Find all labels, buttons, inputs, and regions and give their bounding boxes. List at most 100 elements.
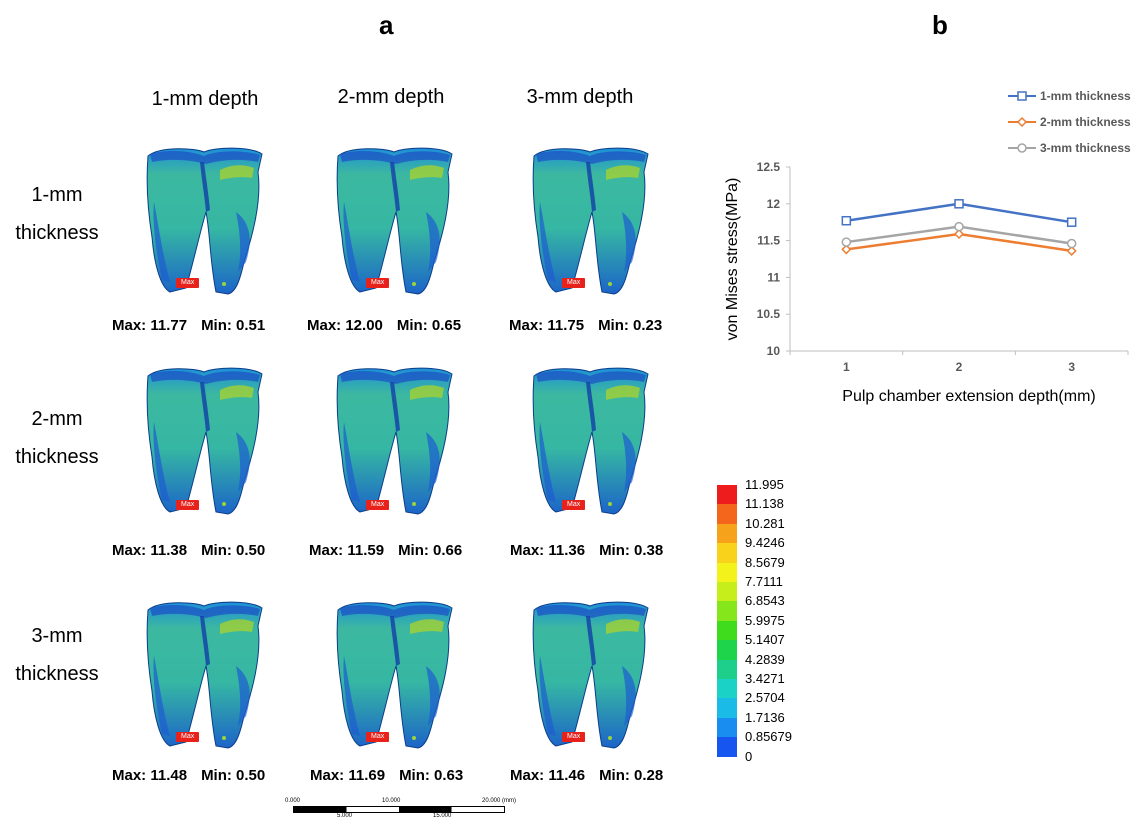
min-value: Min: 0.28 xyxy=(599,767,664,784)
color-scale-entry: 9.4246 xyxy=(717,535,837,563)
scale-tick-label: 5.000 xyxy=(337,813,353,819)
color-scale-label: 10.281 xyxy=(745,515,785,531)
column-header-3mm-depth: 3-mm depth xyxy=(526,86,634,108)
legend-marker xyxy=(1016,116,1028,128)
color-scale-label: 3.4271 xyxy=(745,671,785,686)
color-scale-entry: 5.9975 xyxy=(717,613,837,641)
scale-tick-label: 10.000 xyxy=(382,798,401,804)
max-value: Max: 11.75 xyxy=(509,317,585,334)
column-header-1mm-depth: 1-mm depth xyxy=(151,88,259,110)
legend-marker xyxy=(1017,143,1027,153)
min-value: Min: 0.50 xyxy=(201,542,266,559)
legend-label: 2-mm thickness xyxy=(1040,115,1131,129)
max-value: Max: 11.59 xyxy=(309,542,385,559)
legend-label: 3-mm thickness xyxy=(1040,141,1131,155)
column-header-2mm-depth: 2-mm depth xyxy=(337,86,445,108)
y-tick-label: 10.5 xyxy=(757,307,781,321)
color-scale-entry: 7.7111 xyxy=(717,574,837,602)
color-scale-swatch xyxy=(717,737,737,757)
caption-row2-col3: Max: 11.36 Min: 0.38 xyxy=(510,542,663,559)
color-scale-label: 0 xyxy=(745,748,753,764)
row-header-2mm-thickness: 2-mm thickness xyxy=(2,400,112,476)
caption-row3-col1: Max: 11.48 Min: 0.50 xyxy=(112,767,265,784)
scale-bar-graphic xyxy=(293,806,505,813)
min-value: Min: 0.38 xyxy=(599,542,664,559)
color-scale-entry: 2.5704 xyxy=(717,690,837,718)
color-scale-swatch xyxy=(717,640,737,660)
data-point xyxy=(841,215,852,226)
tooth-model-row2-col3: Max xyxy=(526,362,656,517)
color-scale-swatch xyxy=(717,620,737,641)
min-value: Min: 0.66 xyxy=(398,542,463,559)
color-scale-label: 11.138 xyxy=(745,496,784,512)
max-marker: Max xyxy=(176,278,200,288)
row-header-line1: 1-mm xyxy=(31,184,83,206)
x-axis-title: Pulp chamber extension depth(mm) xyxy=(842,388,1095,405)
data-point xyxy=(953,228,965,240)
max-value: Max: 11.77 xyxy=(112,317,188,334)
color-scale-label: 0.85679 xyxy=(745,729,792,745)
legend-label: 1-mm thickness xyxy=(1040,89,1131,103)
color-scale-label: 8.5679 xyxy=(745,554,785,570)
color-scale-swatch xyxy=(717,659,737,679)
color-scale-entry: 11.138 xyxy=(717,496,837,524)
tooth-model-row2-col2: Max xyxy=(330,362,460,517)
tooth-model-row3-col2: Max xyxy=(330,596,460,751)
color-scale-entry: 8.5679 xyxy=(717,555,837,583)
tooth-model-row3-col3: Max xyxy=(526,596,656,751)
max-value: Max: 12.00 xyxy=(307,317,383,334)
color-scale-entry: 6.8543 xyxy=(717,593,837,621)
tooth-model-row3-col1: Max xyxy=(140,596,270,751)
color-scale-label: 1.7136 xyxy=(745,709,785,725)
scale-bar: 0.000 10.000 20.000 (mm) 5.000 15.000 xyxy=(285,798,525,822)
tooth-model-row1-col2: Max xyxy=(330,142,460,297)
row-header-3mm-thickness: 3-mm thickness xyxy=(2,617,112,693)
row-header-line2: thickness xyxy=(15,446,99,468)
caption-row3-col3: Max: 11.46 Min: 0.28 xyxy=(510,767,663,784)
color-scale-label: 7.7111 xyxy=(745,574,783,589)
caption-row1-col3: Max: 11.75 Min: 0.23 xyxy=(509,317,662,334)
panel-b-letter: b xyxy=(932,10,948,40)
y-tick-label: 12 xyxy=(767,197,781,211)
caption-row1-col1: Max: 11.77 Min: 0.51 xyxy=(112,317,265,334)
min-value: Min: 0.63 xyxy=(399,767,464,784)
scale-tick-label: 15.000 xyxy=(433,813,452,819)
panel-a-letter: a xyxy=(379,10,394,40)
max-marker: Max xyxy=(562,732,586,742)
color-scale-entry: 1.7136 xyxy=(717,710,837,738)
max-value: Max: 11.48 xyxy=(112,767,188,784)
min-value: Min: 0.51 xyxy=(201,317,266,334)
color-scale-swatch xyxy=(717,601,737,621)
data-point xyxy=(841,244,852,255)
tooth-model-row2-col1: Max xyxy=(140,362,270,517)
color-scale-label: 11.995 xyxy=(745,477,784,492)
data-point xyxy=(954,199,964,209)
color-scale-swatch xyxy=(717,582,737,602)
data-point xyxy=(1066,238,1077,249)
row-header-1mm-thickness: 1-mm thickness xyxy=(2,176,112,252)
color-scale-entry: 10.281 xyxy=(717,516,837,544)
color-scale-label: 5.9975 xyxy=(745,612,785,628)
caption-row2-col2: Max: 11.59 Min: 0.66 xyxy=(309,542,462,559)
color-scale-swatch xyxy=(717,698,737,718)
color-scale-entry: 0.85679 xyxy=(717,729,837,757)
y-tick-label: 11.5 xyxy=(757,234,780,248)
max-value: Max: 11.38 xyxy=(112,542,188,559)
max-marker: Max xyxy=(176,500,200,510)
row-header-line1: 3-mm xyxy=(31,625,83,647)
row-header-line1: 2-mm xyxy=(31,408,83,430)
scale-tick-label: 0.000 xyxy=(285,798,301,804)
tooth-model-row1-col3: Max xyxy=(526,142,656,297)
x-tick-label: 2 xyxy=(956,360,963,374)
color-scale-entry: 11.995 xyxy=(717,477,837,505)
max-value: Max: 11.69 xyxy=(310,767,386,784)
legend-marker xyxy=(1017,91,1027,101)
row-header-line2: thickness xyxy=(15,222,99,244)
color-scale-label: 6.8543 xyxy=(745,593,785,609)
color-scale-label: 2.5704 xyxy=(745,690,785,706)
color-scale-entry: 0 xyxy=(717,749,837,777)
color-scale-swatch xyxy=(717,562,737,582)
max-marker: Max xyxy=(176,732,200,742)
caption-row2-col1: Max: 11.38 Min: 0.50 xyxy=(112,542,265,559)
y-tick-label: 10 xyxy=(767,344,781,358)
